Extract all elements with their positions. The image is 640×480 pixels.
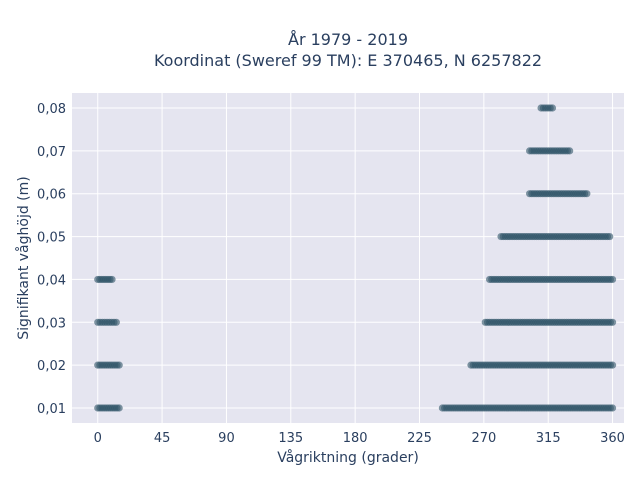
- data-point: [583, 190, 591, 198]
- data-point: [108, 275, 116, 284]
- y-axis-ticks: 0,01 0,02 0,03 0,04 0,05 0,06 0,07 0,08: [37, 102, 66, 417]
- data-point: [566, 147, 574, 155]
- x-tick-label: 270: [471, 431, 496, 446]
- y-tick-label: 0,03: [37, 316, 66, 331]
- data-point: [608, 318, 617, 326]
- x-tick-label: 135: [278, 431, 303, 446]
- data-point: [608, 275, 617, 284]
- x-tick-label: 0: [94, 431, 102, 446]
- x-tick-label: 225: [407, 431, 432, 446]
- y-tick-label: 0,07: [37, 145, 66, 160]
- x-tick-label: 360: [600, 431, 625, 446]
- data-point: [115, 361, 123, 369]
- x-axis-ticks: 0 45 90 135 180 225 270 315 360: [94, 431, 625, 446]
- data-point: [606, 232, 614, 241]
- plot-area: [72, 93, 624, 423]
- y-axis-title: Signifikant våghöjd (m): [15, 176, 32, 339]
- y-tick-label: 0,01: [37, 402, 66, 417]
- y-tick-label: 0,04: [37, 273, 66, 288]
- x-tick-label: 315: [536, 431, 561, 446]
- y-tick-label: 0,02: [37, 359, 66, 374]
- data-point: [112, 318, 120, 326]
- y-tick-label: 0,06: [37, 188, 66, 203]
- x-tick-label: 180: [343, 431, 368, 446]
- data-point: [608, 361, 617, 369]
- data-point: [548, 104, 557, 112]
- chart-title-line-1: År 1979 - 2019: [288, 30, 408, 49]
- x-tick-label: 45: [154, 431, 171, 446]
- data-points: [94, 104, 617, 412]
- y-tick-label: 0,05: [37, 231, 66, 246]
- y-tick-label: 0,08: [37, 102, 66, 117]
- x-tick-label: 90: [218, 431, 235, 446]
- x-axis-title: Vågriktning (grader): [277, 449, 419, 466]
- data-point: [115, 404, 123, 412]
- chart-title-line-2: Koordinat (Sweref 99 TM): E 370465, N 62…: [154, 51, 542, 70]
- data-point: [608, 404, 617, 412]
